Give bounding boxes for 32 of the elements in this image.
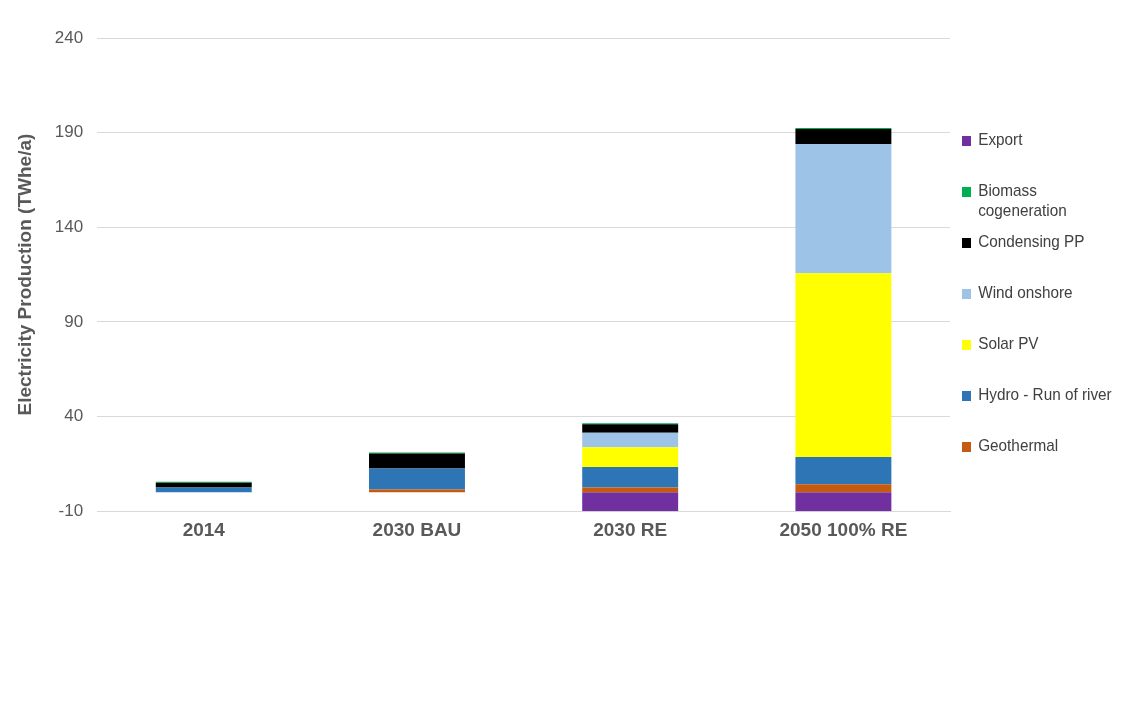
bar — [369, 453, 465, 469]
bar — [369, 468, 465, 490]
y-axis-title: Electricity Production (TWhe/a) — [13, 133, 35, 416]
legend-label: Condensing PP — [978, 232, 1085, 252]
legend-label: Solar PV — [978, 334, 1039, 354]
bar — [795, 492, 892, 512]
x-tick-label: 2050 100% RE — [779, 518, 908, 540]
x-tick-label: 2030 RE — [593, 518, 668, 540]
bar — [795, 484, 892, 493]
legend-label: Geothermal — [978, 436, 1059, 456]
bar — [795, 129, 892, 144]
x-tick-label: 2014 — [182, 518, 226, 540]
bar — [795, 273, 892, 457]
bar — [582, 492, 679, 512]
bar — [582, 467, 679, 488]
y-tick-label: 240 — [54, 27, 84, 47]
y-tick-label: 190 — [54, 122, 84, 142]
bar — [582, 432, 679, 448]
bar — [582, 447, 679, 468]
y-tick-label: 40 — [64, 406, 84, 426]
legend-label: Biomass cogeneration — [978, 181, 1068, 221]
bar — [795, 144, 892, 274]
y-tick-label: 90 — [64, 311, 84, 331]
x-tick-label: 2030 BAU — [372, 518, 462, 540]
y-tick-label: -10 — [58, 500, 84, 520]
bar — [795, 456, 892, 485]
y-tick-label: 140 — [54, 216, 84, 236]
legend-label: Wind onshore — [978, 283, 1073, 303]
bar — [582, 424, 679, 433]
bar — [155, 482, 252, 488]
legend-label: Export — [978, 130, 1023, 150]
legend-label: Hydro - Run of river — [978, 385, 1112, 405]
